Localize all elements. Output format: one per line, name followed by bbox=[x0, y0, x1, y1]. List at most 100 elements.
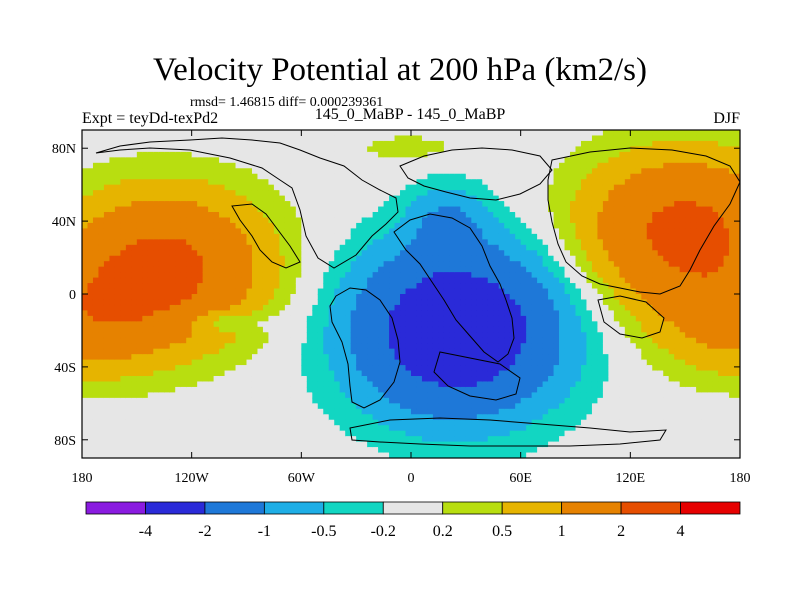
field-cell bbox=[191, 244, 198, 251]
field-cell bbox=[191, 233, 198, 240]
field-cell bbox=[312, 195, 319, 202]
field-cell bbox=[301, 190, 308, 197]
field-cell bbox=[498, 408, 505, 415]
field-cell bbox=[323, 321, 330, 328]
field-cell bbox=[378, 441, 385, 448]
field-cell bbox=[219, 386, 226, 393]
field-cell bbox=[186, 315, 193, 322]
field-cell bbox=[378, 233, 385, 240]
field-cell bbox=[125, 376, 132, 383]
field-cell bbox=[284, 294, 291, 301]
field-cell bbox=[273, 162, 280, 169]
field-cell bbox=[438, 430, 445, 437]
field-cell bbox=[367, 179, 374, 186]
field-cell bbox=[405, 162, 412, 169]
field-cell bbox=[92, 419, 100, 426]
field-cell bbox=[400, 201, 407, 208]
field-cell bbox=[460, 140, 467, 147]
field-cell bbox=[367, 130, 374, 137]
field-cell bbox=[427, 228, 434, 235]
field-cell bbox=[295, 261, 302, 268]
field-cell bbox=[471, 151, 478, 158]
field-cell bbox=[328, 332, 335, 339]
field-cell bbox=[268, 403, 275, 410]
field-cell bbox=[454, 370, 461, 377]
field-cell bbox=[400, 151, 407, 158]
field-cell bbox=[268, 195, 275, 202]
field-cell bbox=[515, 414, 522, 421]
field-cell bbox=[526, 430, 533, 437]
field-cell bbox=[186, 277, 193, 284]
field-cell bbox=[142, 151, 149, 158]
field-cell bbox=[175, 272, 182, 279]
field-cell bbox=[158, 168, 165, 175]
field-cell bbox=[197, 408, 204, 415]
field-cell bbox=[312, 365, 319, 372]
field-cell bbox=[493, 408, 500, 415]
field-cell bbox=[202, 135, 209, 142]
field-cell bbox=[449, 151, 456, 158]
field-cell bbox=[443, 326, 450, 333]
field-cell bbox=[487, 348, 494, 355]
field-cell bbox=[301, 146, 308, 153]
field-cell bbox=[432, 288, 440, 295]
field-cell bbox=[482, 261, 489, 268]
field-cell bbox=[454, 162, 461, 169]
field-cell bbox=[361, 228, 368, 235]
field-cell bbox=[449, 326, 456, 333]
field-cell bbox=[383, 403, 390, 410]
field-cell bbox=[153, 184, 160, 191]
field-cell bbox=[273, 299, 280, 306]
field-cell bbox=[230, 392, 237, 399]
field-cell bbox=[153, 190, 160, 197]
field-cell bbox=[334, 283, 341, 290]
field-cell bbox=[367, 168, 374, 175]
field-cell bbox=[454, 376, 461, 383]
field-cell bbox=[92, 233, 100, 240]
field-cell bbox=[175, 288, 182, 295]
field-cell bbox=[251, 441, 259, 448]
field-cell bbox=[416, 381, 423, 388]
field-cell bbox=[230, 206, 237, 213]
field-cell bbox=[350, 184, 357, 191]
field-cell bbox=[482, 135, 489, 142]
field-cell bbox=[257, 266, 264, 273]
field-cell bbox=[372, 283, 379, 290]
field-cell bbox=[487, 397, 494, 404]
field-cell bbox=[268, 343, 275, 350]
field-cell bbox=[405, 359, 412, 366]
field-cell bbox=[164, 452, 171, 458]
field-cell bbox=[208, 184, 215, 191]
field-cell bbox=[515, 397, 522, 404]
field-cell bbox=[125, 190, 132, 197]
field-cell bbox=[361, 321, 368, 328]
field-cell bbox=[241, 419, 248, 426]
field-cell bbox=[180, 277, 187, 284]
field-cell bbox=[487, 392, 494, 399]
field-cell bbox=[520, 326, 527, 333]
field-cell bbox=[180, 283, 187, 290]
field-cell bbox=[526, 217, 533, 224]
field-cell bbox=[460, 233, 467, 240]
field-cell bbox=[454, 441, 461, 448]
field-cell bbox=[103, 419, 111, 426]
field-cell bbox=[158, 157, 165, 164]
field-cell bbox=[235, 304, 242, 311]
field-cell bbox=[509, 408, 516, 415]
field-cell bbox=[125, 447, 132, 454]
field-cell bbox=[411, 365, 418, 372]
field-cell bbox=[251, 376, 259, 383]
field-cell bbox=[306, 414, 313, 421]
field-cell bbox=[493, 343, 500, 350]
field-cell bbox=[328, 381, 335, 388]
field-cell bbox=[230, 359, 237, 366]
field-cell bbox=[367, 452, 374, 458]
field-cell bbox=[219, 250, 226, 257]
field-cell bbox=[301, 168, 308, 175]
field-cell bbox=[142, 140, 149, 147]
field-cell bbox=[328, 162, 335, 169]
field-cell bbox=[487, 135, 494, 142]
field-cell bbox=[142, 365, 149, 372]
field-cell bbox=[520, 348, 527, 355]
field-cell bbox=[389, 441, 396, 448]
